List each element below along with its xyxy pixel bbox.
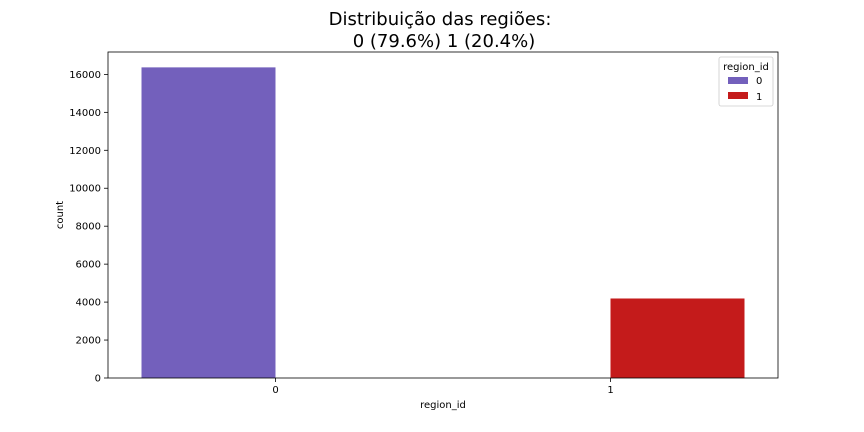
y-axis-ticks: 0 2000 4000 6000 8000 10000 12000 14000 16000 xyxy=(69,70,108,385)
y-tick-label: 14000 xyxy=(69,108,101,119)
legend-label-1: 1 xyxy=(756,92,762,103)
y-tick-label: 12000 xyxy=(69,146,101,157)
bars-group xyxy=(141,67,745,378)
y-tick-label: 4000 xyxy=(76,298,101,309)
chart-title-line-2: 0 (79.6%) 1 (20.4%) xyxy=(353,31,536,52)
legend-swatch-1 xyxy=(728,92,748,99)
legend-label-0: 0 xyxy=(756,76,762,87)
y-tick-label: 16000 xyxy=(69,70,101,81)
y-tick-label: 10000 xyxy=(69,184,101,195)
x-axis-label: region_id xyxy=(420,400,466,411)
bar-region-1-category-1 xyxy=(610,298,745,378)
legend-title: region_id xyxy=(723,62,769,73)
y-tick-label: 2000 xyxy=(76,336,101,347)
plot-area-frame xyxy=(107,51,779,379)
legend-swatch-0 xyxy=(728,77,748,84)
x-tick-label: 1 xyxy=(607,385,613,396)
legend: region_id 0 1 xyxy=(718,56,774,107)
bar-region-0-category-0 xyxy=(141,67,276,378)
chart-title-line-1: Distribuição das regiões: xyxy=(329,9,552,30)
y-axis-label: count xyxy=(55,201,66,229)
y-tick-label: 0 xyxy=(95,374,101,385)
x-tick-label: 0 xyxy=(272,385,278,396)
y-tick-label: 6000 xyxy=(76,260,101,271)
y-tick-label: 8000 xyxy=(76,222,101,233)
